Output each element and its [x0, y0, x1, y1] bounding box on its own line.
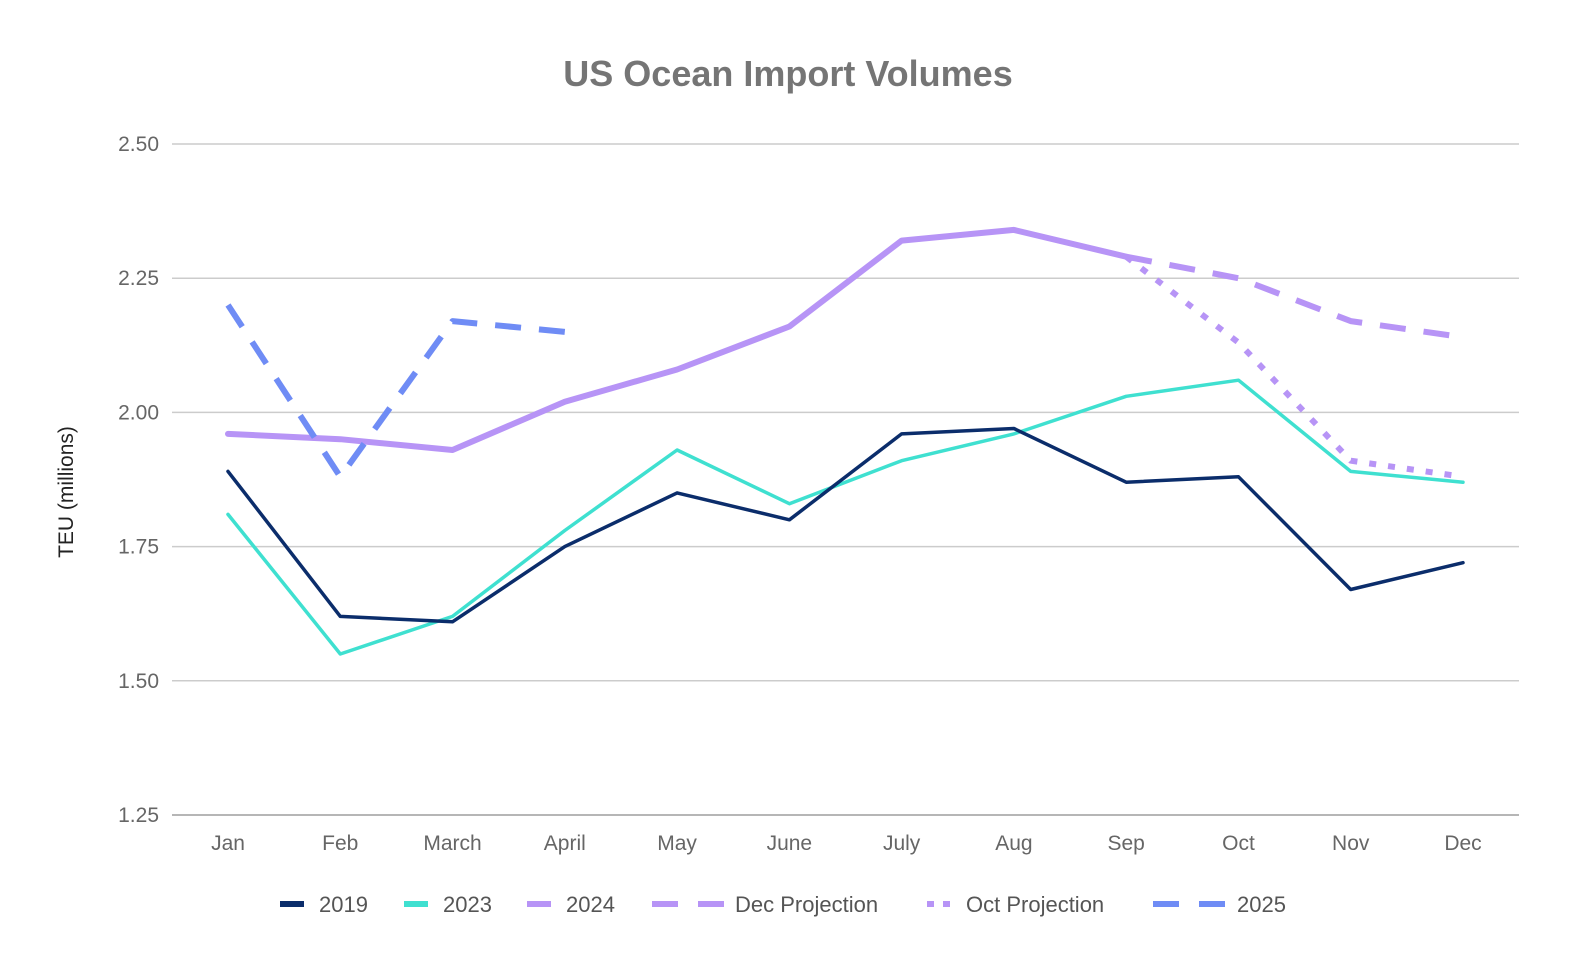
legend-label: 2024 [566, 892, 615, 917]
chart-title: US Ocean Import Volumes [563, 53, 1012, 94]
x-tick-label: Dec [1444, 832, 1481, 855]
x-tick-label: Sep [1107, 832, 1144, 855]
legend-label: Dec Projection [735, 892, 878, 917]
series-line-dec-projection [1125, 253, 1464, 341]
x-tick-label: May [657, 832, 697, 855]
x-tick-label: Nov [1332, 832, 1370, 855]
x-axis-ticks: Jan Feb March April May June July Aug Sep Oct Nov D… [211, 832, 1482, 855]
x-tick-label: April [544, 832, 586, 855]
series-line-2024 [225, 226, 1130, 453]
legend-item-dec-projection: Dec Projection [652, 892, 878, 917]
legend-label: 2025 [1237, 892, 1286, 917]
legend-item-2019: 2019 [280, 892, 368, 917]
y-tick-label: 1.50 [118, 670, 159, 693]
y-tick-label: 2.00 [118, 401, 159, 424]
y-axis-ticks: 1.25 1.50 1.75 2.00 2.25 2.50 [118, 133, 159, 827]
x-tick-label: July [883, 832, 921, 855]
x-tick-label: Jan [211, 832, 245, 855]
y-tick-label: 2.25 [118, 267, 159, 290]
legend-item-oct-projection: Oct Projection [927, 892, 1104, 917]
series-line-2025 [225, 303, 566, 480]
series-line-2023 [226, 378, 1465, 656]
y-tick-label: 2.50 [118, 133, 159, 156]
x-tick-label: Aug [995, 832, 1032, 855]
legend-item-2023: 2023 [404, 892, 492, 917]
legend-item-2024: 2024 [527, 892, 615, 917]
x-tick-label: Feb [322, 832, 358, 855]
series-line-oct-projection [1124, 254, 1464, 480]
y-tick-label: 1.25 [118, 804, 159, 827]
legend-label: 2019 [319, 892, 368, 917]
series-lines [225, 226, 1465, 656]
legend-label: 2023 [443, 892, 492, 917]
x-tick-label: March [423, 832, 481, 855]
series-line-2019 [226, 426, 1465, 624]
x-tick-label: Oct [1222, 832, 1255, 855]
x-tick-label: June [767, 832, 813, 855]
y-axis-label: TEU (millions) [55, 426, 78, 558]
legend: 2019 2023 2024 Dec Projection Oct Projection… [280, 892, 1286, 917]
legend-label: Oct Projection [966, 892, 1104, 917]
gridlines [172, 143, 1519, 816]
legend-item-2025: 2025 [1153, 892, 1286, 917]
y-tick-label: 1.75 [118, 536, 159, 559]
